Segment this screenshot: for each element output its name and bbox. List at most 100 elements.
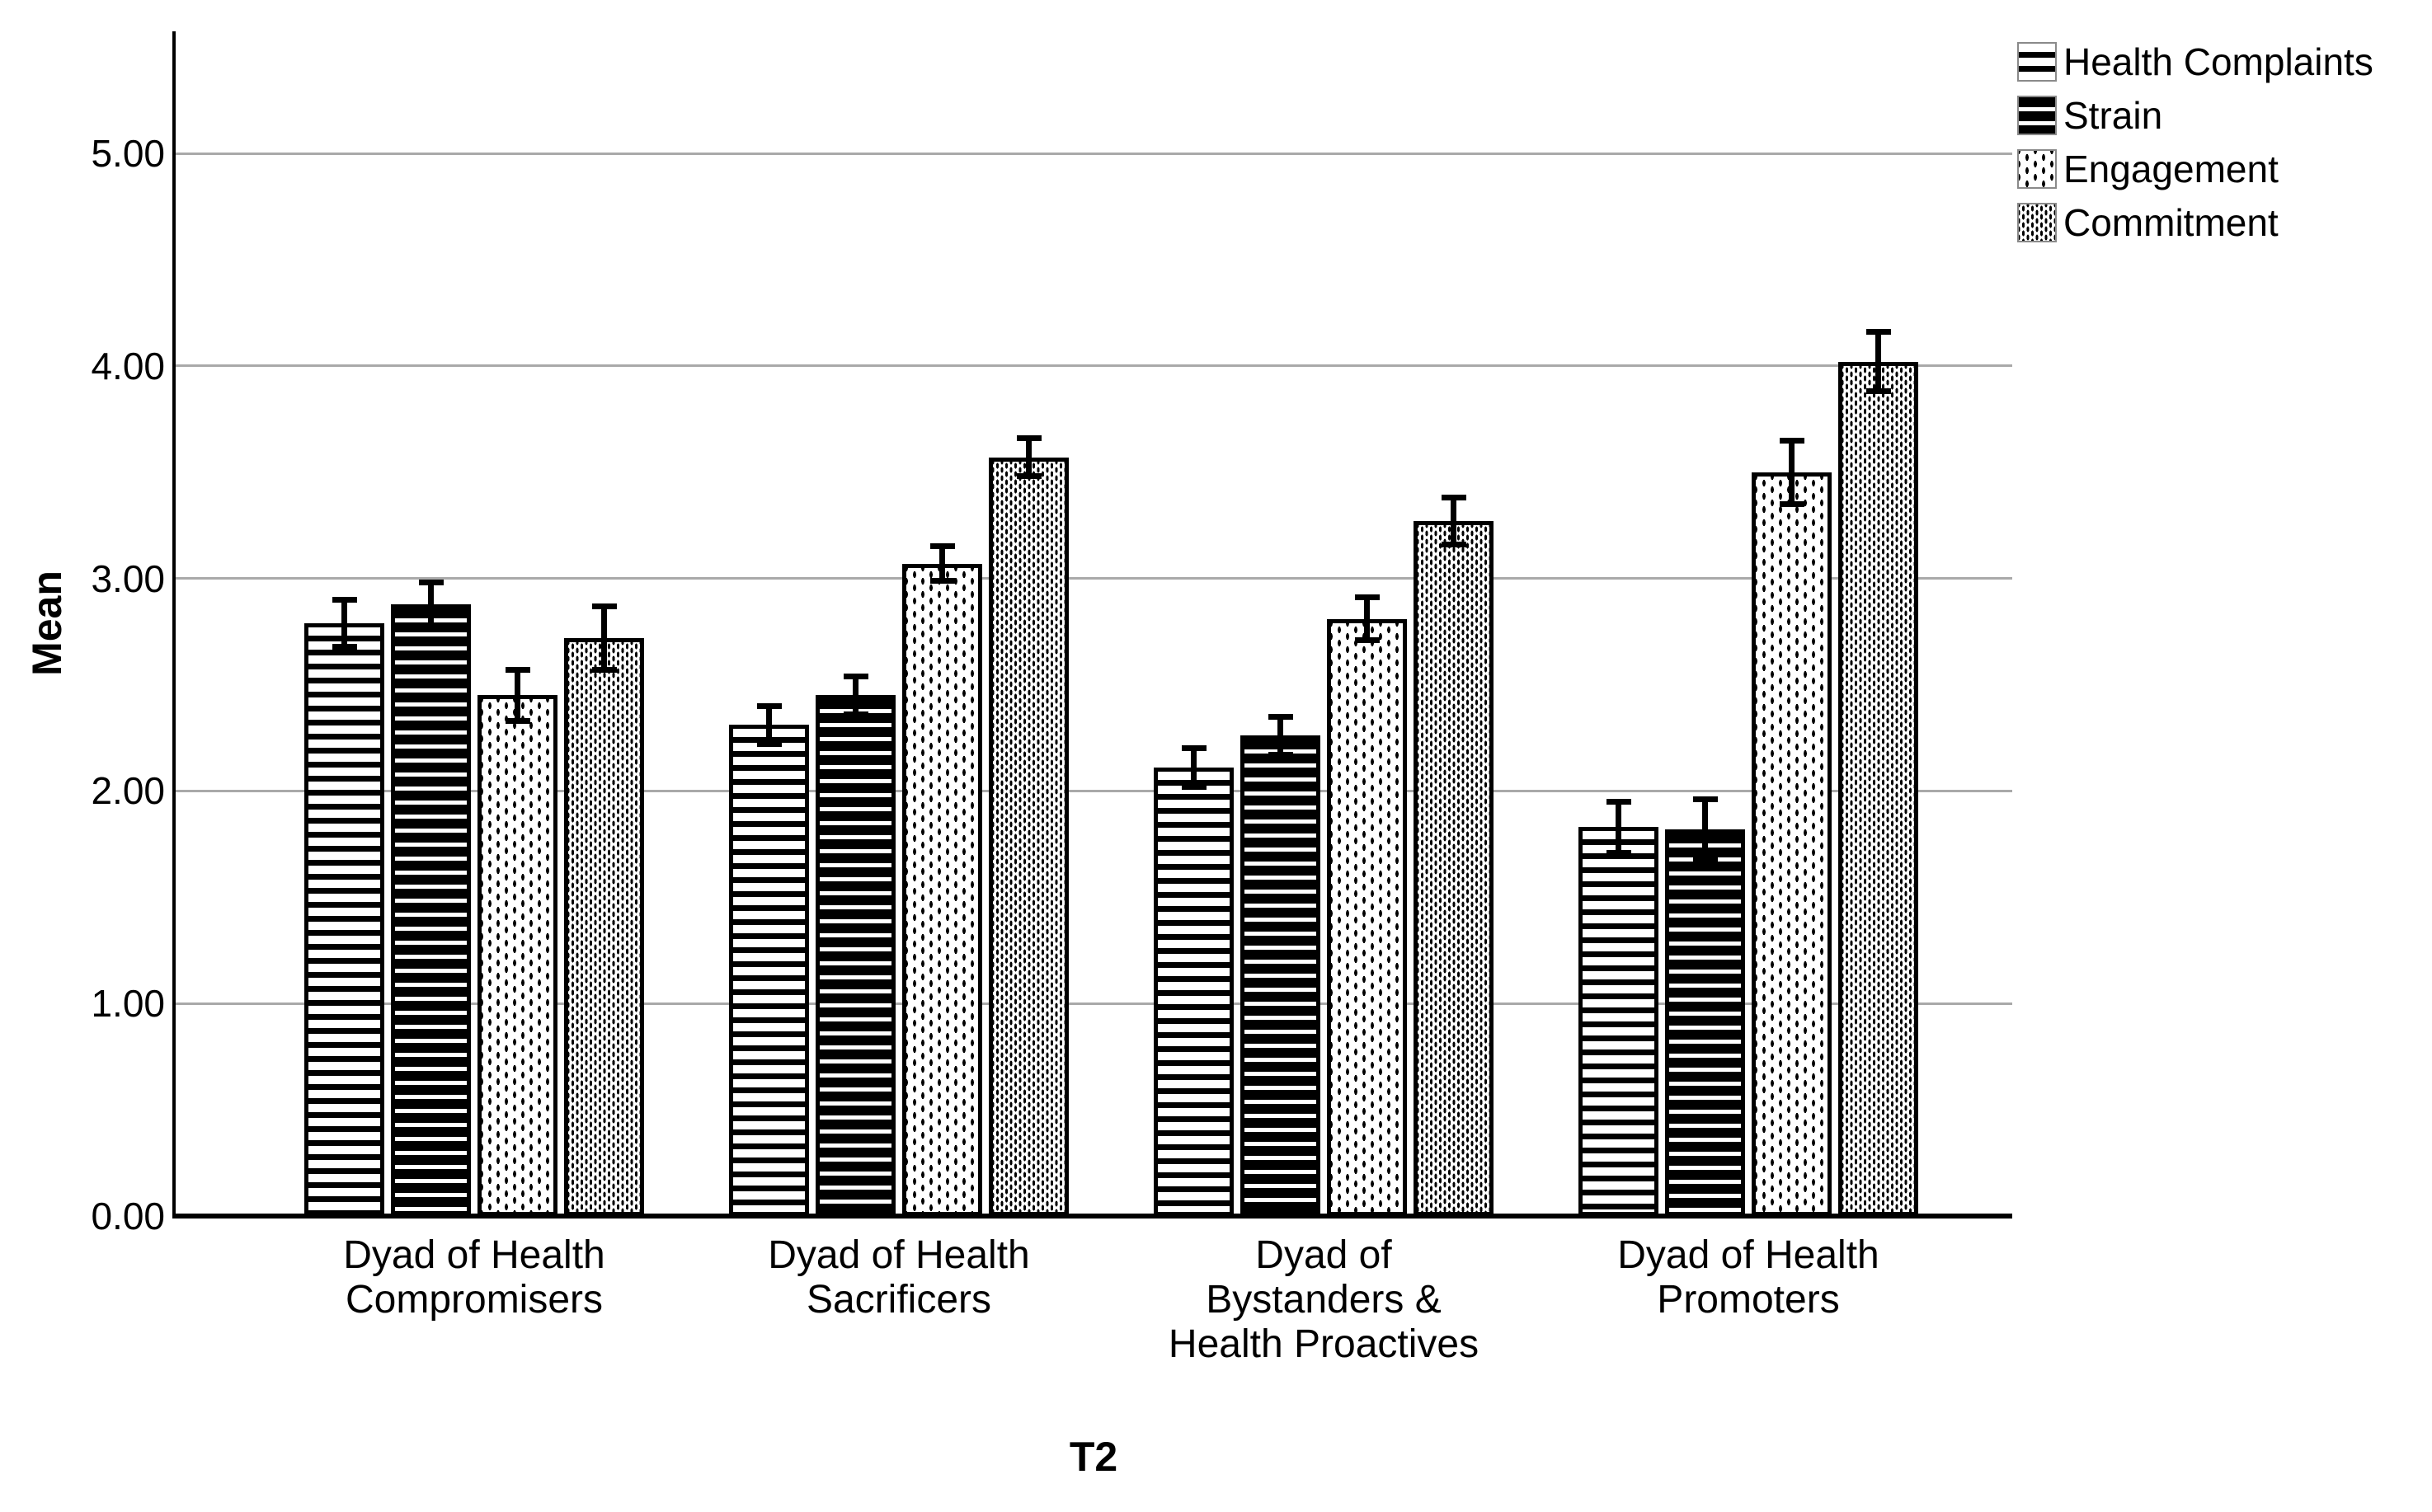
- white-horizontal-stripes-on-black-swatch-icon: [2017, 95, 2057, 135]
- error-bar-cap-bottom: [1692, 856, 1718, 862]
- y-axis-title: Mean: [24, 571, 70, 676]
- error-bar-cap-top: [1779, 437, 1804, 444]
- error-bar-cap-bottom: [418, 622, 444, 628]
- error-bar-cap-bottom: [756, 741, 782, 748]
- legend-item-health-complaints: Health Complaints: [2017, 35, 2373, 88]
- legend-item-strain: Strain: [2017, 88, 2373, 142]
- category-label-line: Health Proactives: [1168, 1322, 1479, 1366]
- error-bar-cap-bottom: [1779, 500, 1804, 507]
- legend-label: Strain: [2063, 93, 2163, 137]
- error-bar-cap-top: [418, 580, 444, 586]
- error-bar-cap-top: [505, 666, 530, 673]
- error-bar-stem: [341, 599, 347, 647]
- bar-strain-group4: [1665, 829, 1745, 1216]
- category-label-line: Compromisers: [345, 1278, 604, 1322]
- bar-strain-group3: [1240, 735, 1320, 1216]
- bar-engagement-group3: [1327, 618, 1407, 1216]
- category-label-line: Dyad of Health: [768, 1233, 1030, 1277]
- category-label-line: Bystanders &: [1206, 1278, 1442, 1322]
- bar-commitment-group1: [564, 637, 644, 1216]
- error-bar-cap-top: [1865, 329, 1891, 336]
- category-label-4: Dyad of Health Promoters: [1519, 1233, 1978, 1322]
- error-bar-stem: [1789, 440, 1795, 505]
- bar-health-complaints-group3: [1154, 768, 1234, 1216]
- bar-strain-group1: [391, 603, 471, 1216]
- y-tick-label-2.00: 2.00: [91, 769, 165, 813]
- category-label-2: Dyad of Health Sacrificers: [670, 1233, 1128, 1322]
- error-bar-cap-top: [1606, 798, 1631, 805]
- error-bar-cap-bottom: [1268, 752, 1293, 758]
- error-bar-stem: [601, 606, 607, 670]
- bar-health-complaints-group1: [304, 622, 384, 1216]
- legend-item-commitment: Commitment: [2017, 195, 2373, 249]
- gridline-4: [176, 364, 2012, 368]
- legend-label: Health Complaints: [2063, 40, 2373, 83]
- bar-health-complaints-group2: [729, 725, 809, 1216]
- error-bar-cap-bottom: [1865, 388, 1891, 395]
- error-bar-stem: [1451, 497, 1456, 545]
- error-bar-cap-top: [929, 543, 955, 550]
- category-label-3: Dyad of Bystanders & Health Proactives: [1094, 1233, 1553, 1367]
- bar-engagement-group2: [902, 563, 982, 1216]
- category-label-line: Dyad of Health: [1617, 1233, 1879, 1277]
- y-tick-label-1.00: 1.00: [91, 982, 165, 1026]
- error-bar-cap-bottom: [843, 711, 868, 718]
- bar-engagement-group1: [477, 695, 557, 1216]
- bar-engagement-group4: [1752, 472, 1832, 1216]
- bar-commitment-group4: [1838, 361, 1918, 1216]
- error-bar-stem: [515, 669, 520, 721]
- legend-item-engagement: Engagement: [2017, 142, 2373, 195]
- error-bar-cap-bottom: [1606, 849, 1631, 856]
- error-bar-cap-bottom: [1441, 541, 1466, 547]
- error-bar-cap-top: [1268, 713, 1293, 720]
- error-bar-stem: [1277, 716, 1283, 755]
- error-bar-cap-bottom: [591, 666, 617, 673]
- category-label-line: Dyad of Health: [343, 1233, 605, 1277]
- error-bar-stem: [1364, 597, 1370, 641]
- legend: Health Complaints Strain Engagement Commitm…: [2017, 35, 2373, 249]
- error-bar-cap-bottom: [1354, 636, 1380, 643]
- error-bar-stem: [1191, 748, 1197, 787]
- y-tick-label-5.00: 5.00: [91, 132, 165, 175]
- gridline-3: [176, 577, 2012, 580]
- error-bar-cap-top: [1692, 796, 1718, 803]
- bar-commitment-group2: [989, 457, 1069, 1216]
- error-bar-cap-top: [1441, 495, 1466, 501]
- error-bar-cap-top: [1181, 745, 1207, 752]
- error-bar-cap-bottom: [1016, 473, 1042, 480]
- bar-commitment-group3: [1414, 520, 1494, 1216]
- legend-label: Engagement: [2063, 147, 2279, 190]
- category-label-line: Promoters: [1657, 1278, 1840, 1322]
- y-tick-label-0.00: 0.00: [91, 1195, 165, 1237]
- y-tick-label-3.00: 3.00: [91, 556, 165, 600]
- error-bar-cap-bottom: [929, 577, 955, 584]
- y-axis-line: [172, 31, 176, 1219]
- category-label-line: Dyad of: [1255, 1233, 1392, 1277]
- bar-health-complaints-group4: [1578, 827, 1658, 1216]
- gridline-2: [176, 789, 2012, 792]
- gridline-1: [176, 1002, 2012, 1005]
- error-bar-stem: [853, 676, 858, 715]
- error-bar-stem: [1702, 799, 1708, 859]
- error-bar-stem: [939, 546, 945, 581]
- bar-strain-group2: [816, 695, 896, 1216]
- error-bar-stem: [428, 582, 434, 626]
- gridline-5: [176, 152, 2012, 155]
- black-horizontal-stripes-on-white-swatch-icon: [2017, 41, 2057, 82]
- legend-label: Commitment: [2063, 200, 2279, 244]
- error-bar-stem: [1875, 331, 1881, 392]
- error-bar-stem: [1026, 438, 1032, 477]
- error-bar-cap-bottom: [505, 717, 530, 724]
- error-bar-cap-top: [332, 596, 357, 603]
- x-axis-title: T2: [1069, 1434, 1118, 1480]
- error-bar-cap-top: [843, 673, 868, 679]
- error-bar-cap-bottom: [332, 643, 357, 650]
- sparse-dots-on-white-swatch-icon: [2017, 148, 2057, 189]
- error-bar-cap-top: [756, 702, 782, 709]
- error-bar-cap-top: [1354, 594, 1380, 601]
- dense-dots-on-white-swatch-icon: [2017, 202, 2057, 242]
- category-label-line: Sacrificers: [806, 1278, 992, 1322]
- error-bar-stem: [766, 706, 772, 744]
- category-label-1: Dyad of Health Compromisers: [245, 1233, 703, 1322]
